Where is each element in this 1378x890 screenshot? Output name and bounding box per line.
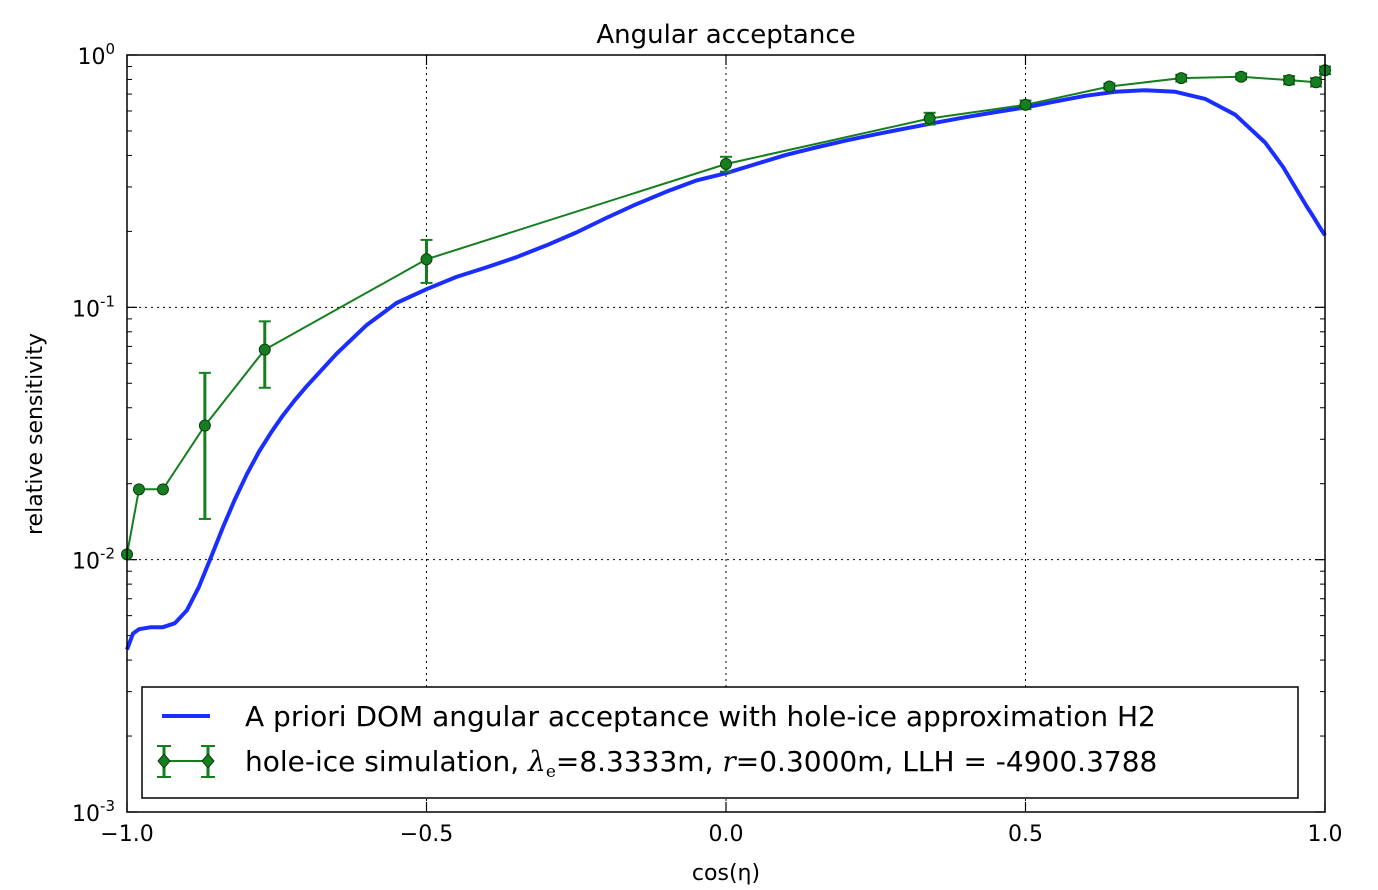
- y-tick-label: 10-3: [72, 797, 115, 827]
- data-point: [132, 483, 145, 496]
- legend: A priori DOM angular acceptance with hol…: [141, 686, 1299, 799]
- x-axis-label: cos(η): [692, 861, 760, 886]
- y-tick-label: 10-2: [72, 545, 115, 575]
- y-tick-labels: 100 10-1 10-2 10-3: [72, 40, 115, 827]
- data-point: [1019, 98, 1032, 111]
- series-a-priori-layer: [125, 88, 1327, 651]
- y-tick-label: 100: [77, 40, 115, 70]
- x-tick-label: −0.5: [400, 822, 453, 847]
- data-point: [1283, 74, 1296, 87]
- x-tick-label: 0.5: [1008, 822, 1043, 847]
- legend-label-a-priori: A priori DOM angular acceptance with hol…: [245, 700, 1156, 733]
- series-hole-ice-layer: [121, 64, 1331, 561]
- legend-swatch-hole-ice: [157, 745, 215, 778]
- data-point: [1310, 76, 1323, 89]
- data-point: [720, 157, 732, 170]
- data-point: [420, 253, 433, 266]
- data-point: [258, 343, 271, 356]
- grid-lines: [127, 55, 1325, 812]
- data-point: [156, 483, 169, 496]
- data-point: [1175, 72, 1188, 85]
- legend-box: [141, 686, 1299, 799]
- x-tick-label: 0.0: [709, 822, 744, 847]
- data-point: [1235, 70, 1248, 83]
- data-point: [1103, 80, 1116, 93]
- x-tick-labels: −1.0 −0.5 0.0 0.5 1.0: [100, 822, 1342, 847]
- y-tick-label: 10-1: [72, 292, 115, 322]
- plot-frame: [126, 54, 1326, 813]
- series-a-priori-line: [125, 88, 1327, 651]
- data-point: [923, 112, 936, 125]
- y-axis-label: relative sensitivity: [23, 333, 48, 535]
- legend-label-hole-ice: hole-ice simulation, λe=8.3333m, r=0.300…: [245, 745, 1157, 782]
- x-tick-label: 1.0: [1308, 822, 1343, 847]
- chart-title: Angular acceptance: [596, 20, 855, 50]
- data-point: [198, 419, 211, 432]
- x-tick-label: −1.0: [100, 822, 153, 847]
